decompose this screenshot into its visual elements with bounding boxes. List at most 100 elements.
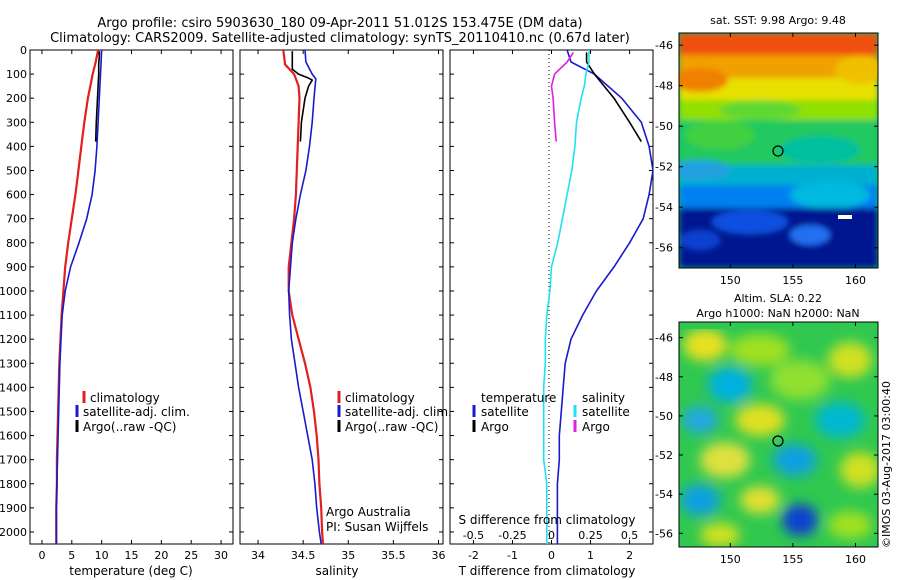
depth-axis-ticks: 0 100 200 300 400 500 600 700 800 900 1000 1100 1200… — [0, 44, 233, 539]
depth-tick-label: 400 — [6, 140, 27, 153]
depth-tick-label: 1200 — [0, 333, 27, 346]
series-line-argo-raw-qc- — [94, 51, 101, 142]
sla-lon-ticks: 150 155 160 — [720, 322, 866, 566]
s-tick-label: 0.25 — [578, 529, 603, 542]
depth-tick-label: 800 — [6, 237, 27, 250]
depth-tick-label: 200 — [6, 92, 27, 105]
depth-tick-label: 0 — [20, 44, 27, 57]
x-tick-label: 35 — [341, 549, 355, 562]
s-tick-label: -0.25 — [498, 529, 526, 542]
lat-tick-label: -56 — [655, 242, 673, 255]
series-line-salinity-satellite — [542, 50, 590, 544]
sla-map-frame — [678, 321, 879, 548]
lat-tick-label: -54 — [655, 488, 673, 501]
x-tick-label: 34.5 — [291, 549, 316, 562]
x-tick-label: 10 — [95, 549, 109, 562]
argo-position-marker — [772, 435, 784, 447]
depth-tick-label: 700 — [6, 213, 27, 226]
depth-tick-label: 1600 — [0, 430, 27, 443]
lat-tick-label: -56 — [655, 527, 673, 540]
legend-t-satellite-label: satellite — [481, 405, 529, 419]
depth-tick-label: 1300 — [0, 357, 27, 370]
series-line-argo-raw-qc- — [291, 51, 314, 142]
sla-map-title-1: Altim. SLA: 0.22 — [734, 292, 822, 305]
series-line-satellite-adj-clim- — [287, 50, 322, 544]
legend-t-argo-label: Argo — [481, 420, 509, 434]
salinity-axis-ticks: 34 34.5 35 35.5 36 — [251, 50, 445, 562]
salinity-panel: 34 34.5 35 35.5 36 salinity climatology sate… — [239, 49, 452, 578]
title-line-1: Argo profile: csiro 5903630_180 09-Apr-2… — [97, 16, 582, 31]
sla-map-title-2: Argo h1000: NaN h2000: NaN — [696, 307, 859, 320]
s-tick-label: 0.5 — [621, 529, 639, 542]
lat-tick-label: -52 — [655, 161, 673, 174]
legend-satellite-label: satellite-adj. clim. — [83, 405, 190, 419]
x-tick-label: 0 — [548, 549, 555, 562]
s-difference-axis-ticks: -0.5 -0.25 0 0.25 0.5 — [463, 529, 639, 542]
difference-panel: -2 -1 0 1 2 -0.5 -0.25 0 0.25 0.5 S difference f… — [449, 49, 654, 578]
depth-tick-label: 2000 — [0, 526, 27, 539]
salinity-plot-frame — [239, 49, 444, 545]
depth-tick-label: 1700 — [0, 454, 27, 467]
legend-argo-label: Argo(..raw -QC) — [345, 420, 438, 434]
x-tick-label: 25 — [184, 549, 198, 562]
salinity-lines — [282, 50, 325, 544]
depth-tick-label: 900 — [6, 261, 27, 274]
series-line-temperature-argo — [585, 52, 642, 143]
lat-tick-label: -50 — [655, 120, 673, 133]
depth-tick-label: 1100 — [0, 309, 27, 322]
legend-satellite-label: satellite-adj. clim. — [345, 405, 452, 419]
legend-s-argo-label: Argo — [582, 420, 610, 434]
legend-argo-label: Argo(..raw -QC) — [83, 420, 176, 434]
salinity-depth-ticks — [240, 49, 443, 533]
x-tick-label: 1 — [587, 549, 594, 562]
s-difference-axis-label: S difference from climatology — [459, 513, 636, 527]
sla-lat-ticks: -46 -48 -50 -52 -54 -56 — [655, 332, 878, 540]
depth-tick-label: 300 — [6, 116, 27, 129]
x-tick-label: -1 — [507, 549, 518, 562]
lat-tick-label: -54 — [655, 201, 673, 214]
legend-climatology-label: climatology — [90, 391, 160, 405]
salinity-axis-label: salinity — [315, 564, 358, 578]
imos-timestamp: ©IMOS 03-Aug-2017 03:00:40 — [880, 381, 893, 548]
lon-tick-label: 150 — [720, 274, 741, 287]
series-line-satellite-adj-clim- — [55, 50, 103, 544]
s-tick-label: 0 — [548, 529, 555, 542]
argo-position-marker — [772, 145, 784, 157]
lon-tick-label: 160 — [845, 274, 866, 287]
lat-tick-label: -52 — [655, 449, 673, 462]
sst-map: sat. SST: 9.98 Argo: 9.48 — [655, 14, 879, 287]
depth-tick-label: 1800 — [0, 478, 27, 491]
lon-tick-label: 150 — [720, 553, 741, 566]
depth-tick-label: 1400 — [0, 381, 27, 394]
sst-lon-ticks: 150 155 160 — [720, 33, 866, 287]
series-line-climatology — [282, 50, 325, 544]
x-tick-label: 5 — [68, 549, 75, 562]
series-line-salinity-argo — [550, 51, 575, 142]
depth-tick-label: 500 — [6, 164, 27, 177]
sst-map-title: sat. SST: 9.98 Argo: 9.48 — [710, 14, 846, 27]
x-tick-label: -2 — [468, 549, 479, 562]
x-tick-label: 30 — [214, 549, 228, 562]
sst-field — [679, 33, 878, 268]
lat-tick-label: -48 — [655, 371, 673, 384]
x-tick-label: 15 — [125, 549, 139, 562]
credit-org: Argo Australia — [326, 505, 411, 519]
legend-s-satellite-label: satellite — [582, 405, 630, 419]
legend-climatology-label: climatology — [345, 391, 415, 405]
temperature-legend: climatology satellite-adj. clim. Argo(..… — [75, 391, 190, 434]
difference-legend: temperature salinity satellite Argo sate… — [472, 391, 630, 434]
sla-map: Altim. SLA: 0.22 Argo h1000: NaN h2000: … — [655, 292, 879, 566]
lon-tick-label: 160 — [845, 553, 866, 566]
depth-tick-label: 600 — [6, 189, 27, 202]
sla-field — [680, 329, 878, 547]
x-tick-label: 36 — [431, 549, 445, 562]
title-line-2: Climatology: CARS2009. Satellite-adjuste… — [50, 31, 630, 46]
lon-tick-label: 155 — [782, 553, 803, 566]
x-tick-label: 20 — [154, 549, 168, 562]
s-tick-label: -0.5 — [463, 529, 484, 542]
x-tick-label: 35.5 — [381, 549, 406, 562]
temperature-plot-frame — [29, 49, 234, 545]
sst-lat-ticks: -46 -48 -50 -52 -54 -56 — [655, 39, 878, 255]
land-patch — [838, 215, 852, 219]
